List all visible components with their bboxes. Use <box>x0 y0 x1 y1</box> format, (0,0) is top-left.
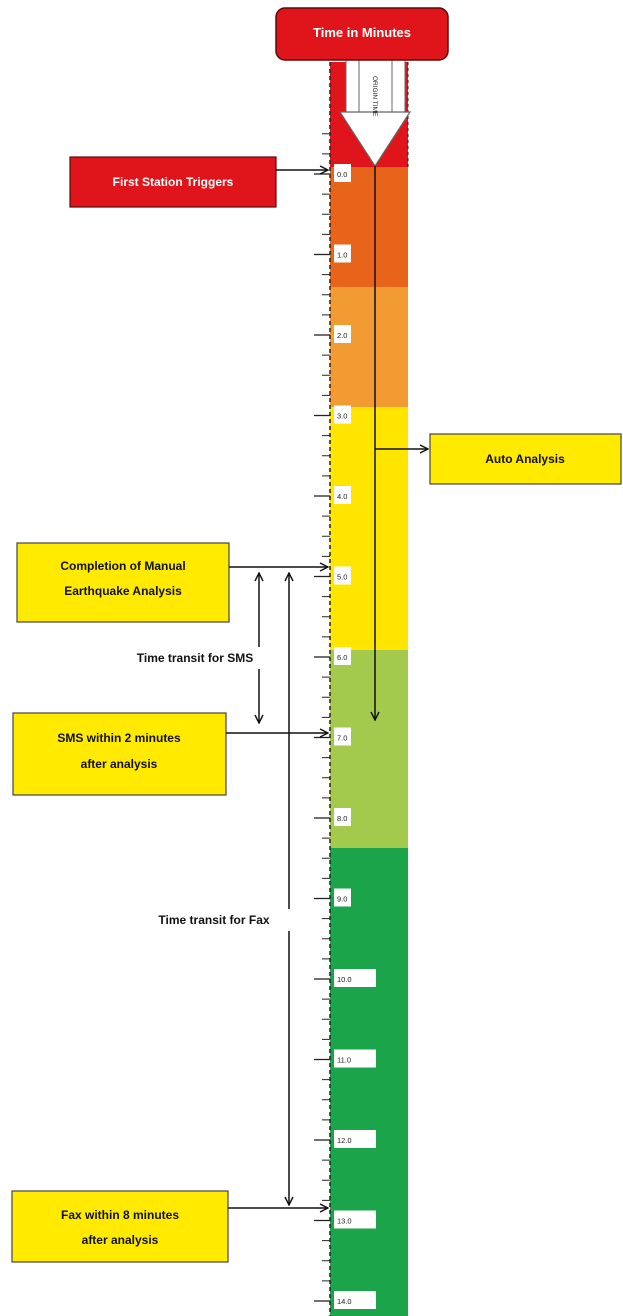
fax-transit-label: Time transit for Fax <box>158 913 269 927</box>
tick-label: 5.0 <box>337 573 347 582</box>
sms-line1: SMS within 2 minutes <box>57 731 181 745</box>
tick-label-bg <box>334 164 351 182</box>
tick-label: 2.0 <box>337 331 347 340</box>
fax-transit-label-bg <box>134 909 294 931</box>
tick-label: 8.0 <box>337 814 347 823</box>
tick-label-bg <box>334 244 351 263</box>
tick-label-bg <box>334 405 351 424</box>
fax-line1: Fax within 8 minutes <box>61 1208 179 1222</box>
manual-analysis-line2: Earthquake Analysis <box>64 584 182 598</box>
tick-label-bg <box>334 969 376 987</box>
first-trigger-box <box>69 156 277 208</box>
tick-label-bg <box>334 1291 376 1309</box>
fax-box <box>11 1190 229 1263</box>
auto-analysis-box <box>429 433 622 485</box>
origin-shaft <box>358 59 393 121</box>
tick-label: 4.0 <box>337 492 347 501</box>
band-green <box>330 848 408 1316</box>
header-title: Time in Minutes <box>313 25 411 40</box>
origin-arrow-icon <box>338 111 412 168</box>
tick-label-bg <box>334 1210 376 1229</box>
origin-stem-right <box>391 59 406 121</box>
manual-analysis-line1: Completion of Manual <box>60 559 185 573</box>
sms-box <box>12 712 227 796</box>
tick-label: 3.0 <box>337 412 347 421</box>
tick-label-bg <box>334 1130 376 1148</box>
tick-labels: 0.0 1.0 2.0 3.0 4.0 5.0 6.0 7.0 8.0 9.0 10.0 11.0 12… <box>334 164 376 1309</box>
tick-label: 10.0 <box>337 975 352 984</box>
auto-analysis-label: Auto Analysis <box>485 452 565 466</box>
band-dark-orange <box>330 167 408 287</box>
band-light-orange <box>330 287 408 407</box>
tick-label-bg <box>334 325 351 343</box>
sms-transit-label-bg <box>110 647 280 669</box>
band-yellow <box>330 407 408 650</box>
tick-label-bg <box>334 888 351 907</box>
tick-label: 9.0 <box>337 895 347 904</box>
tick-label: 1.0 <box>337 251 347 260</box>
origin-stem-left <box>345 59 360 121</box>
tick-label-bg <box>334 486 351 504</box>
manual-analysis-box <box>16 542 230 623</box>
tick-label: 6.0 <box>337 653 347 662</box>
tick-label-bg <box>334 566 351 585</box>
fax-line2: after analysis <box>82 1233 159 1247</box>
tick-label: 13.0 <box>337 1217 352 1226</box>
header-box <box>275 7 449 61</box>
tick-label: 7.0 <box>337 734 347 743</box>
tick-label: 14.0 <box>337 1297 352 1306</box>
origin-time-label: ORIGIN TIME <box>371 76 378 117</box>
tick-label-bg <box>334 808 351 826</box>
sms-line2: after analysis <box>81 757 158 771</box>
tick-label-bg <box>334 647 351 665</box>
sms-transit-label: Time transit for SMS <box>137 651 253 665</box>
tick-label: 12.0 <box>337 1136 352 1145</box>
tick-label-bg <box>334 727 351 746</box>
tick-marks <box>314 133 330 1302</box>
tick-label: 11.0 <box>337 1056 351 1065</box>
tick-label: 0.0 <box>337 170 347 179</box>
first-trigger-label: First Station Triggers <box>113 175 234 189</box>
tick-label-bg <box>334 1049 376 1068</box>
